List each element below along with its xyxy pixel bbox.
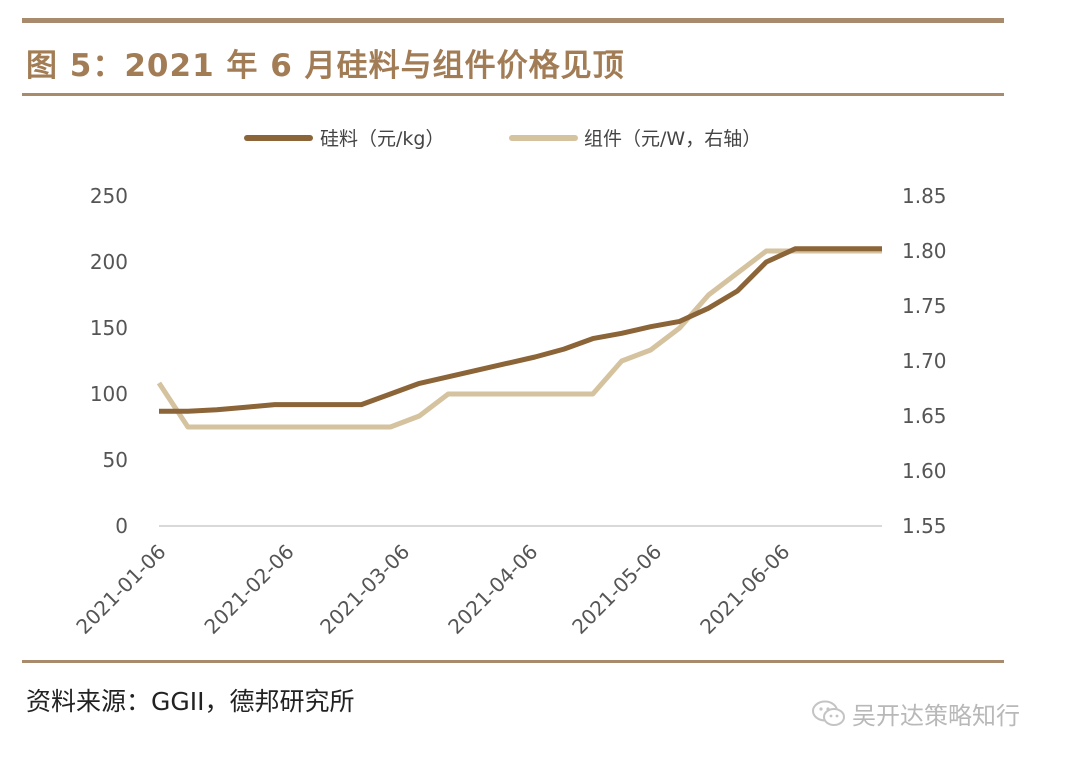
top-rule: [22, 18, 1004, 23]
wechat-icon: [812, 700, 845, 726]
watermark-text: 吴开达策略知行: [852, 702, 1020, 730]
right-axis-tick-label: 1.80: [902, 239, 947, 263]
left-axis-tick-label: 0: [115, 514, 128, 538]
right-axis-tick-label: 1.85: [902, 184, 947, 208]
right-axis-ticks: 1.55 1.60 1.65 1.70 1.75 1.80 1.85: [902, 184, 947, 538]
left-axis-tick-label: 50: [103, 448, 128, 472]
x-axis-tick-label: 2021-06-06: [695, 540, 794, 639]
legend-label-series-2: 组件（元/W，右轴）: [584, 128, 761, 150]
left-axis-tick-label: 150: [90, 316, 128, 340]
x-axis-tick-label: 2021-02-06: [199, 540, 298, 639]
figure-title: 图 5：2021 年 6 月硅料与组件价格见顶: [26, 48, 625, 84]
left-axis-tick-label: 250: [90, 184, 128, 208]
legend: 硅料（元/kg） 组件（元/W，右轴）: [244, 128, 761, 150]
right-axis-tick-label: 1.75: [902, 294, 947, 318]
x-axis-tick-label: 2021-01-06: [71, 540, 170, 639]
x-axis-tick-label: 2021-03-06: [315, 540, 414, 639]
right-axis-tick-label: 1.60: [902, 459, 947, 483]
line-chart: 硅料（元/kg） 组件（元/W，右轴） 0 50 100 150 200 250 1.55…: [71, 128, 947, 639]
right-axis-tick-label: 1.65: [902, 404, 947, 428]
legend-label-series-1: 硅料（元/kg）: [320, 128, 444, 150]
x-axis-tick-label: 2021-04-06: [443, 540, 542, 639]
source-rule: [22, 660, 1004, 663]
watermark: 吴开达策略知行: [812, 696, 1020, 731]
left-axis-tick-label: 100: [90, 382, 128, 406]
right-axis-tick-label: 1.70: [902, 349, 947, 373]
source-note: 资料来源：GGII，德邦研究所: [26, 687, 355, 716]
right-axis-tick-label: 1.55: [902, 514, 947, 538]
x-axis-tick-label: 2021-05-06: [567, 540, 666, 639]
x-axis-ticks: 2021-01-06 2021-02-06 2021-03-06 2021-04-06…: [71, 540, 794, 639]
series-line-component-price: [156, 248, 882, 430]
title-rule: [22, 93, 1004, 96]
left-axis-tick-label: 200: [90, 250, 128, 274]
left-axis-ticks: 0 50 100 150 200 250: [90, 184, 128, 538]
series-line-silicon-price: [159, 246, 882, 414]
